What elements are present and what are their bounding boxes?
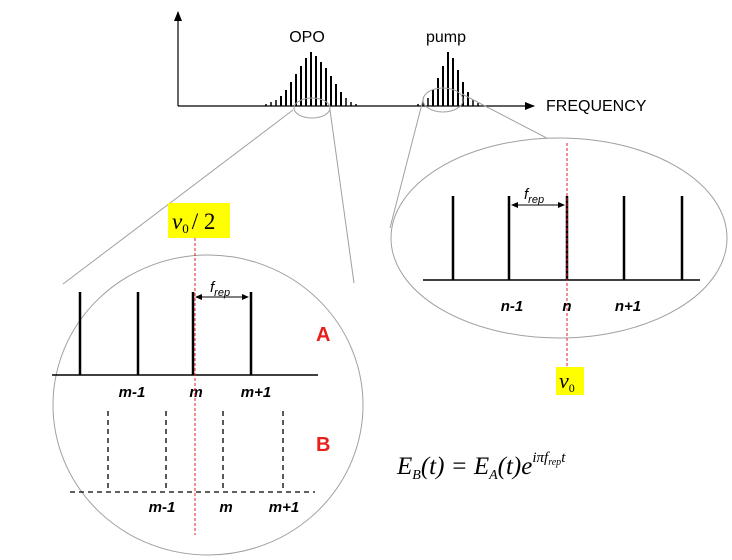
spectrum-plot: OPO pump FREQUENCY [174, 11, 647, 119]
left-connector-left [62, 109, 294, 285]
nu0-label: ν0 [559, 368, 575, 395]
comb-b-label: B [316, 434, 330, 456]
comb-b-tick-m-plus-1: m+1 [269, 499, 299, 516]
opo-comb-lines [265, 52, 357, 106]
frequency-axis-label: FREQUENCY [546, 98, 647, 115]
right-tick-n-plus-1: n+1 [615, 298, 641, 315]
equation: EB(t) = EA(t)eiπfrept [396, 450, 566, 483]
left-connector-right [329, 109, 355, 284]
frep-label-left: frep [210, 279, 230, 299]
comb-b-tick-m: m [219, 499, 232, 516]
right-tick-n: n [562, 298, 571, 315]
comb-a-tick-m-minus-1: m-1 [119, 384, 146, 401]
right-tick-n-minus-1: n-1 [501, 298, 524, 315]
opo-zoom-circle [293, 97, 331, 119]
opo-label: OPO [289, 29, 325, 46]
left-zoom-ellipse [52, 254, 364, 556]
nu0-half-highlight [168, 203, 230, 238]
right-zoom-ellipse [390, 137, 728, 339]
left-zoom-panel: frep A m-1 m m+1 B m-1 m m+1 ν0/ 2 [52, 203, 364, 556]
pump-label: pump [426, 29, 466, 46]
comb-a-tick-m: m [189, 384, 202, 401]
nu0-half-label: ν0/ 2 [172, 209, 215, 236]
comb-b-tick-m-minus-1: m-1 [149, 499, 176, 516]
right-zoom-panel: frep n-1 n n+1 ν0 [390, 137, 728, 395]
comb-a-tick-m-plus-1: m+1 [241, 384, 271, 401]
right-connector-left [389, 95, 425, 229]
nu0-highlight [556, 367, 584, 395]
frep-label-right: frep [524, 186, 544, 206]
comb-a-label: A [316, 324, 330, 346]
